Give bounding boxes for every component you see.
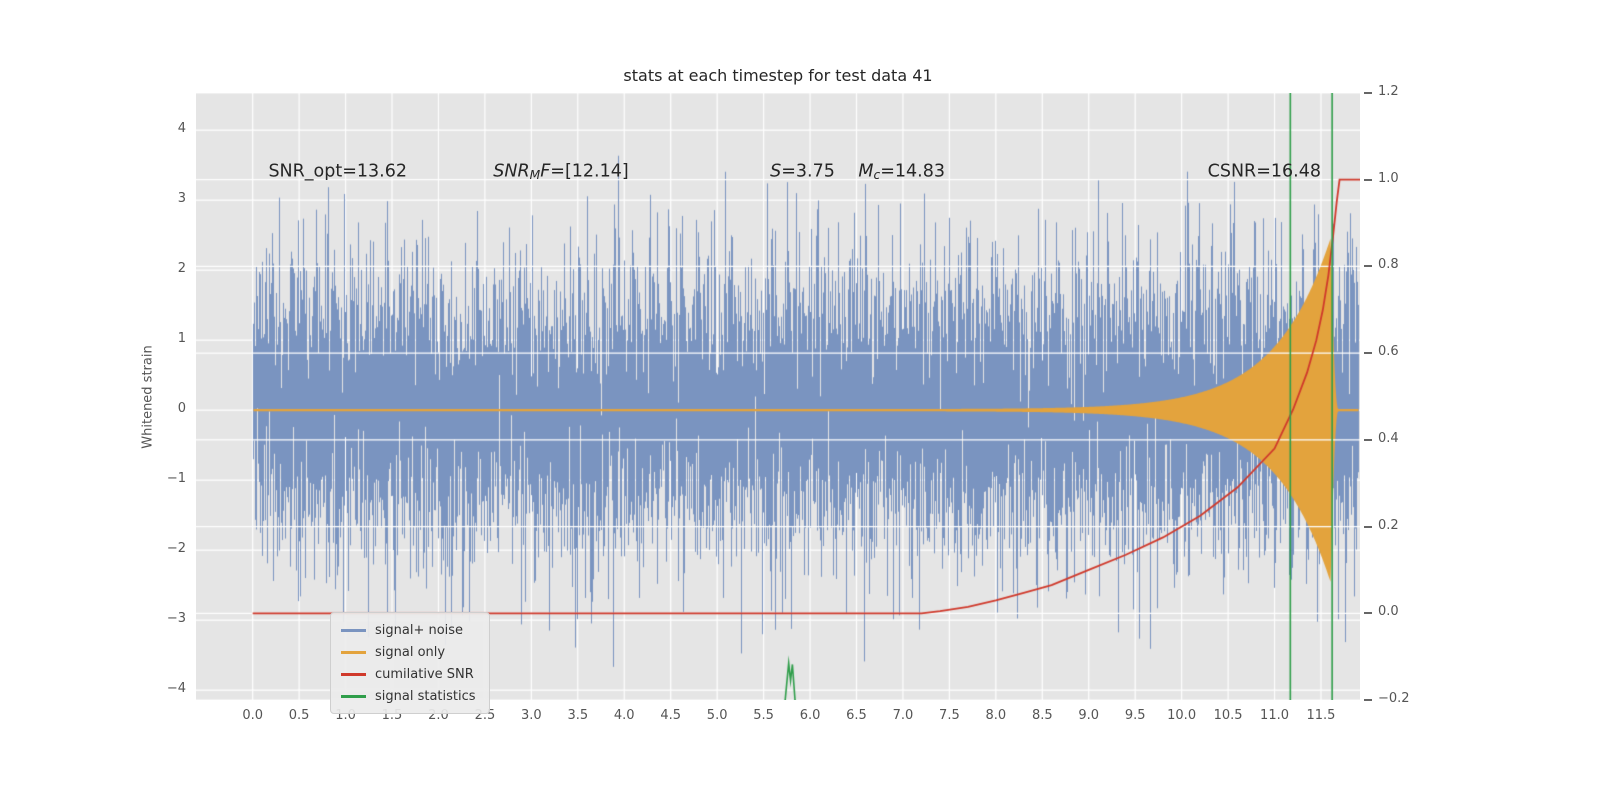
chart-canvas [196,93,1360,700]
right-tick-mark [1364,352,1372,355]
plot-area: SNR_opt=13.62 SNRMF=[12.14] S=3.75 Mc=14.83… [196,93,1360,700]
right-tick-label: 1.2 [1378,84,1399,99]
legend-entry: cumilative SNR [341,663,476,685]
x-tick-label: 5.5 [753,708,774,723]
left-tick-label: −3 [166,611,186,627]
x-tick-label: 5.0 [706,708,728,723]
right-tick-mark [1364,699,1372,701]
legend-swatch-icon [341,672,366,676]
y-axis-label: Whitened strain [140,345,156,449]
x-tick-label: 4.5 [660,708,682,723]
legend-label: cumilative SNR [375,666,474,682]
right-tick-label: −0.2 [1378,691,1410,706]
x-tick-label: 11.5 [1306,708,1336,723]
x-tick-label: 3.5 [567,708,589,723]
x-tick-label: 8.5 [1031,708,1053,723]
right-tick-label: 0.2 [1378,517,1399,533]
legend: signal+ noise signal only cumilative SNR si… [330,612,490,714]
legend-swatch-icon [341,628,366,632]
x-tick-label: 0.5 [288,708,310,723]
right-tick-label: 0.6 [1378,344,1399,360]
right-tick-mark [1364,612,1372,615]
left-tick-label: −4 [166,681,186,697]
x-tick-label: 7.5 [939,708,960,723]
legend-label: signal only [375,644,446,660]
x-tick-label: 8.0 [985,708,1007,723]
x-tick-label: 9.0 [1078,708,1100,723]
right-tick-mark [1364,178,1372,181]
x-tick-label: 4.0 [613,708,635,723]
left-tick-label: 2 [177,261,186,277]
right-tick-label: 0.4 [1378,430,1399,446]
x-tick-label: 11.0 [1260,708,1289,723]
right-tick-mark [1364,92,1372,94]
x-tick-label: 9.5 [1124,708,1146,723]
legend-label: signal statistics [375,688,476,704]
x-tick-label: 7.0 [892,708,914,723]
right-tick-mark [1364,525,1372,528]
legend-entry: signal only [341,641,476,663]
left-tick-label: 0 [177,401,186,417]
x-tick-label: 3.0 [521,708,542,723]
x-tick-label: 0.0 [242,708,263,723]
right-tick-label: 0.0 [1378,604,1399,620]
right-tick-mark [1364,438,1372,441]
legend-swatch-icon [341,650,366,654]
left-tick-label: 1 [177,331,186,347]
left-tick-label: −2 [166,541,186,557]
right-tick-label: 1.0 [1378,170,1399,186]
left-tick-label: 3 [177,191,186,207]
right-tick-mark [1364,265,1372,268]
legend-label: signal+ noise [375,622,464,638]
right-tick-label: 0.8 [1378,257,1399,273]
legend-entry: signal statistics [341,685,476,707]
x-tick-label: 10.0 [1167,708,1197,723]
left-tick-label: 4 [177,121,186,137]
left-tick-label: −1 [166,471,186,487]
legend-entry: signal+ noise [341,619,476,641]
x-tick-label: 6.0 [799,708,821,723]
legend-swatch-icon [341,694,366,698]
chart-title: stats at each timestep for test data 41 [623,66,933,85]
x-tick-label: 10.5 [1213,708,1243,723]
x-tick-label: 6.5 [846,708,867,723]
